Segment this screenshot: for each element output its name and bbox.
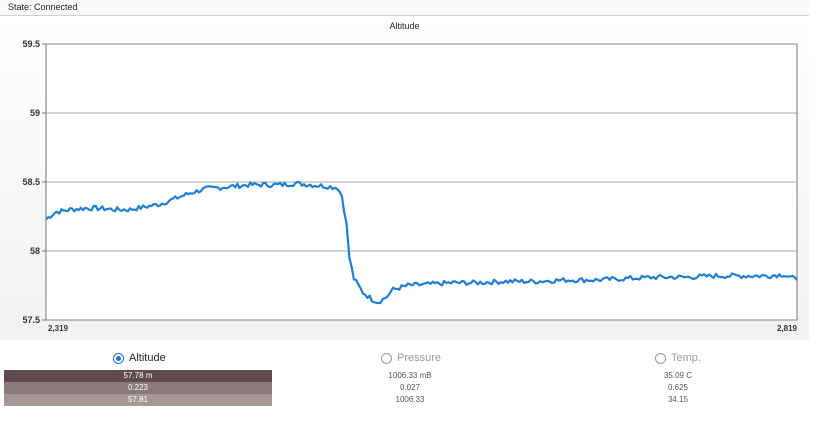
y-tick-label: 59.5 bbox=[22, 39, 40, 49]
grid-lines bbox=[46, 43, 797, 321]
y-tick-label: 57.5 bbox=[22, 315, 40, 325]
pressure-third-value: 1006.33 bbox=[395, 395, 425, 404]
temp-current-value: 35.09 C bbox=[663, 371, 693, 380]
x-tick-label: 2,319 bbox=[48, 324, 69, 333]
altitude-third-value: 57.81 bbox=[4, 394, 272, 406]
temp-stats: 35.09 C 0.625 34.15 bbox=[544, 370, 812, 406]
x-axis-ticks: 2,319 2,819 bbox=[48, 324, 798, 333]
temp-third-value: 34.15 bbox=[667, 395, 689, 404]
temp-second-value: 0.625 bbox=[667, 383, 689, 392]
status-bar: State: Connected bbox=[0, 0, 809, 16]
radio-button-icon[interactable] bbox=[655, 352, 666, 364]
radio-altitude[interactable]: Altitude bbox=[113, 352, 166, 364]
series-altitude-line bbox=[45, 180, 798, 305]
y-tick-label: 58.5 bbox=[22, 177, 40, 187]
chart-title: Altitude bbox=[389, 21, 420, 31]
y-tick-label: 59 bbox=[30, 108, 40, 118]
pressure-second-value: 0.027 bbox=[399, 383, 421, 392]
pressure-current-value: 1006.33 mB bbox=[388, 371, 432, 380]
altitude-stats: 57.78 m 0.223 57.81 bbox=[4, 370, 272, 406]
radio-temp-label: Temp. bbox=[671, 352, 701, 364]
radio-pressure[interactable]: Pressure bbox=[381, 352, 441, 364]
radio-button-icon[interactable] bbox=[113, 352, 124, 364]
radio-pressure-label: Pressure bbox=[397, 352, 442, 364]
altitude-current-value: 57.78 m bbox=[4, 370, 272, 382]
altitude-second-value: 0.223 bbox=[4, 382, 272, 394]
pressure-stats: 1006.33 mB 0.027 1006.33 bbox=[276, 370, 544, 406]
radio-button-icon[interactable] bbox=[381, 352, 392, 364]
connection-status: State: Connected bbox=[8, 2, 78, 12]
y-tick-label: 58 bbox=[30, 246, 40, 256]
radio-temp[interactable]: Temp. bbox=[655, 352, 701, 364]
x-tick-label: 2,819 bbox=[777, 324, 798, 333]
y-axis-ticks: 59.5 59 58.5 58 57.5 bbox=[22, 39, 46, 325]
chart-area: 59.5 59 58.5 58 57.5 2,319 2,819 Altitude bbox=[0, 17, 809, 340]
series-selector: Altitude Pressure Temp. bbox=[0, 352, 809, 368]
altitude-chart: 59.5 59 58.5 58 57.5 2,319 2,819 bbox=[22, 39, 798, 333]
radio-altitude-label: Altitude bbox=[129, 352, 166, 364]
